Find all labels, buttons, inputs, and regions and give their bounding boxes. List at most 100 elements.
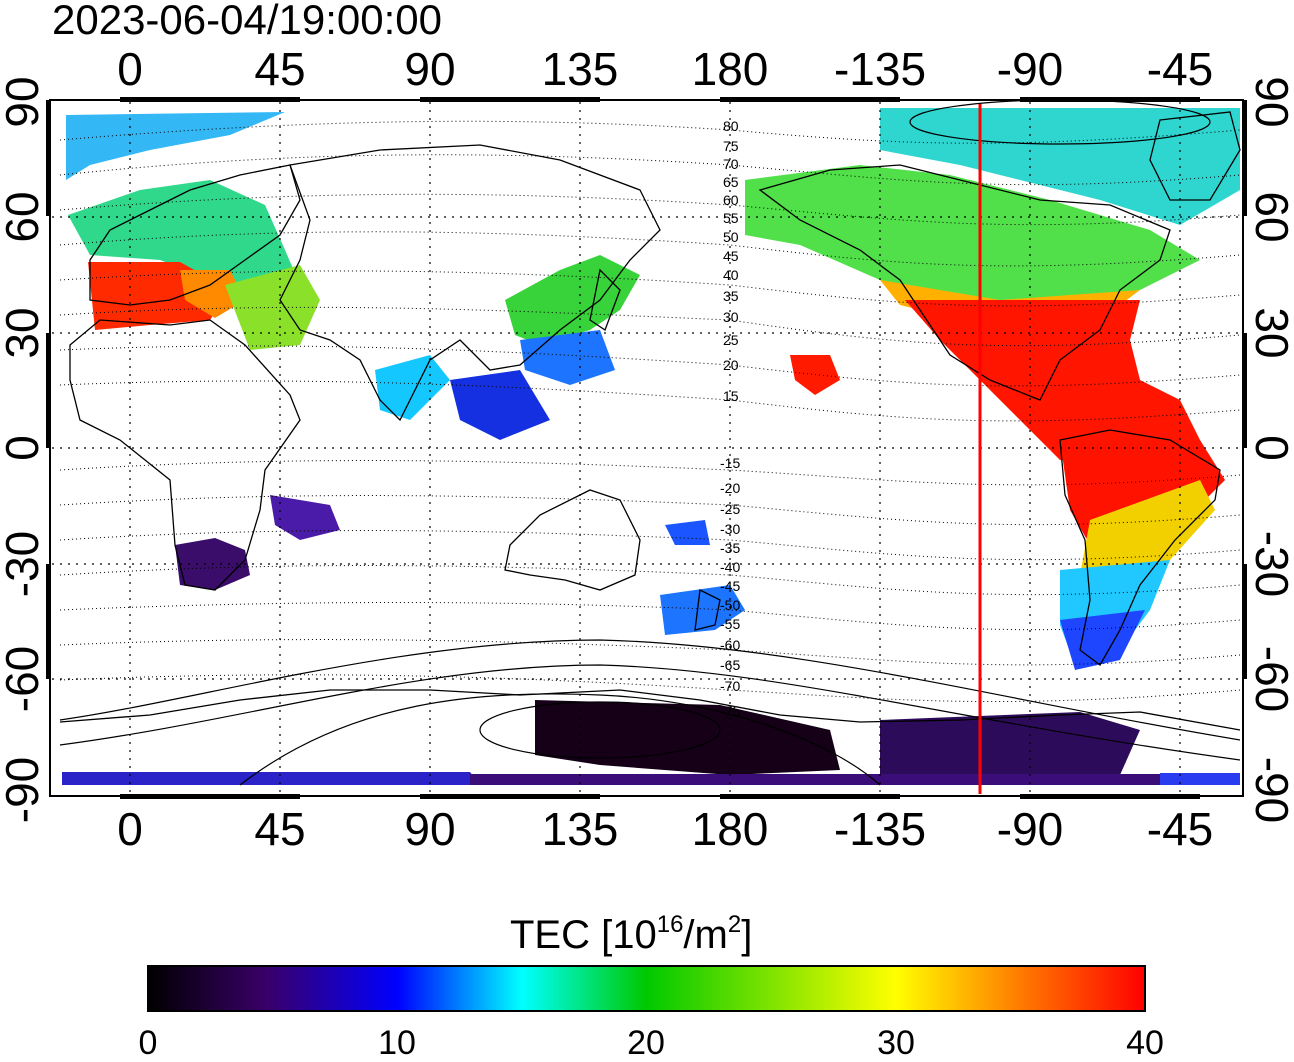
coastline-europe [89, 164, 301, 306]
colorbar-title: TEC [1016/m2] [510, 911, 752, 957]
tec-region-india [375, 355, 450, 420]
tec-region-southeast-asia [450, 370, 550, 440]
mlat-label: -15 [720, 455, 740, 471]
mlat-label: 45 [723, 248, 739, 264]
lat-tick-label: 90 [1246, 76, 1294, 127]
mlat-label: 35 [723, 288, 739, 304]
lat-tick-label: 0 [0, 435, 48, 461]
tec-region-south-america-mid [1080, 480, 1215, 580]
tec-region-madagascar [270, 495, 340, 540]
mlat-label: 50 [723, 229, 739, 245]
lon-tick-label: 135 [542, 43, 619, 95]
lon-axis-bottom: 0 45 90 135 180 -135 -90 -45 [117, 803, 1213, 855]
lat-tick-label: -60 [0, 646, 48, 712]
mlat-label: -40 [720, 559, 740, 575]
mlat-label: -25 [720, 501, 740, 517]
lon-tick-label: 180 [692, 43, 769, 95]
tec-region-new-zealand [660, 585, 745, 635]
tec-region-polar-band [62, 772, 480, 785]
coastline-greenland [1149, 111, 1241, 201]
lat-tick-label: -90 [1246, 757, 1294, 823]
mlat-label: 15 [723, 388, 739, 404]
mlat-label: -65 [720, 657, 740, 673]
lat-tick-label: 0 [1246, 435, 1294, 461]
lat-tick-label: -60 [1246, 646, 1294, 712]
mlat-label: 75 [723, 138, 739, 154]
tec-region-north-america-north [745, 165, 1200, 300]
mlat-label: 30 [723, 309, 739, 325]
colorbar-tick-label: 0 [139, 1024, 158, 1057]
coastline-australia [504, 489, 641, 591]
lat-tick-label: 60 [1246, 191, 1294, 242]
tec-region-antarctica [535, 700, 840, 775]
colorbar-ticks: 0 10 20 30 40 [139, 1024, 1164, 1062]
mlat-label: -20 [720, 480, 740, 496]
frame-tick-bars [46, 97, 1247, 799]
tec-region-east-asia [505, 255, 640, 345]
lon-tick-label: 45 [254, 803, 305, 855]
coastline-africa [69, 319, 301, 591]
colorbar-gradient [147, 965, 1146, 1012]
mlat-label: -55 [720, 616, 740, 632]
lon-tick-label: 90 [404, 803, 455, 855]
coastline-new-zealand [694, 589, 721, 631]
coastline-north-america [758, 164, 1171, 401]
lat-tick-label: 60 [0, 191, 48, 242]
lat-axis-right: 90 60 30 0 -30 -60 -90 [1246, 76, 1294, 823]
lat-tick-label: 30 [1246, 307, 1294, 358]
mlat-label: -60 [720, 637, 740, 653]
mlat-label: 40 [723, 267, 739, 283]
lat-tick-label: 90 [0, 76, 48, 127]
mlat-label: 55 [723, 210, 739, 226]
lon-tick-label: 135 [542, 803, 619, 855]
lon-tick-label: 0 [117, 43, 143, 95]
colorbar-tick-label: 40 [1126, 1024, 1164, 1057]
colorbar-tick-label: 20 [627, 1024, 665, 1057]
coastline-japan [589, 268, 621, 331]
lat-tick-label: -30 [0, 531, 48, 597]
mlat-label: -50 [720, 597, 740, 613]
coastlines [59, 111, 1241, 731]
lon-tick-label: 45 [254, 43, 305, 95]
lon-tick-label: 0 [117, 803, 143, 855]
mlat-label: -70 [720, 678, 740, 694]
lon-tick-label: -45 [1147, 43, 1213, 95]
mlat-label: -75 [720, 703, 740, 719]
lon-tick-label: -45 [1147, 803, 1213, 855]
coastline-antarctica [59, 689, 1241, 731]
colorbar: TEC [1016/m2] 0 10 20 30 40 [139, 911, 1164, 1062]
tec-region-antarctica-east [880, 712, 1140, 775]
lon-tick-label: 90 [404, 43, 455, 95]
lat-tick-label: 30 [0, 307, 48, 358]
mlat-label: -45 [720, 578, 740, 594]
coastline-south-america [1059, 429, 1221, 666]
lon-tick-label: -135 [834, 43, 926, 95]
lat-tick-label: -30 [1246, 531, 1294, 597]
mlat-label: 65 [723, 174, 739, 190]
lat-axis-left: 90 60 30 0 -30 -60 -90 [0, 76, 48, 823]
magnetic-pole-contours [59, 100, 1241, 786]
lon-tick-label: -90 [997, 43, 1063, 95]
colorbar-tick-label: 30 [877, 1024, 915, 1057]
timestamp-label: 2023-06-04/19:00:00 [52, 0, 442, 43]
lon-tick-label: -90 [997, 803, 1063, 855]
tec-region-arctic [66, 112, 285, 180]
map-plot: 80 75 70 65 60 55 50 45 40 35 30 25 20 1… [46, 97, 1247, 799]
lon-tick-label: -135 [834, 803, 926, 855]
mlat-label: 60 [723, 192, 739, 208]
colorbar-tick-label: 10 [378, 1024, 416, 1057]
coastline-asia [279, 144, 661, 422]
lon-tick-label: 180 [692, 803, 769, 855]
mlat-label: -35 [720, 540, 740, 556]
magnetic-contours [59, 120, 1241, 703]
mlat-label: 70 [723, 156, 739, 172]
tec-region-polar-band-blue [1160, 773, 1240, 785]
mlat-label: 25 [723, 332, 739, 348]
lat-tick-label: -90 [0, 757, 48, 823]
tec-region-pacific-south [665, 520, 710, 545]
tec-region-mediterranean [180, 270, 245, 318]
mlat-label: -30 [720, 521, 740, 537]
tec-region-greenland [880, 108, 1240, 225]
tec-region-polar-band-east [470, 774, 1240, 785]
